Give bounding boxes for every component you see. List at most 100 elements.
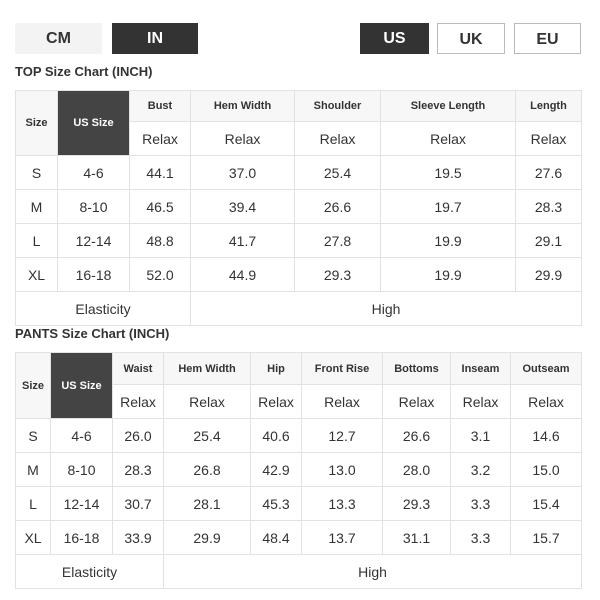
table-cell: 16-18	[57, 257, 130, 292]
table-row: S 4-6 26.0 25.4 40.6 12.7 26.6 3.1 14.6	[15, 418, 582, 453]
fit-cell: Relax	[515, 121, 582, 156]
table-cell: 15.4	[510, 486, 582, 521]
table-cell: 45.3	[250, 486, 302, 521]
fit-cell: Relax	[190, 121, 295, 156]
elasticity-value: High	[163, 554, 582, 589]
column-header: Bust	[129, 90, 191, 122]
table-row: M 8-10 46.5 39.4 26.6 19.7 28.3	[15, 189, 582, 224]
table-cell: 40.6	[250, 418, 302, 453]
table-cell: L	[15, 486, 51, 521]
table-cell: 29.3	[294, 257, 381, 292]
table-cell: 26.6	[382, 418, 451, 453]
elasticity-label: Elasticity	[15, 291, 191, 326]
fit-cell: Relax	[129, 121, 191, 156]
unit-in-button[interactable]: IN	[112, 23, 198, 54]
table-cell: 26.0	[112, 418, 164, 453]
fit-cell: Relax	[294, 121, 381, 156]
column-header: Outseam	[510, 352, 582, 385]
table-cell: 26.8	[163, 452, 251, 487]
top-size-table: Size US Size Bust Hem Width Shoulder Sleeve L…	[15, 90, 582, 326]
fit-row: Relax Relax Relax Relax Relax	[16, 121, 582, 156]
top-chart-title: TOP Size Chart (INCH)	[15, 64, 153, 79]
table-cell: 25.4	[163, 418, 251, 453]
table-cell: L	[15, 223, 58, 258]
region-eu-button[interactable]: EU	[514, 23, 581, 54]
table-cell: 29.3	[382, 486, 451, 521]
table-row: L 12-14 48.8 41.7 27.8 19.9 29.1	[15, 223, 582, 258]
column-header: Inseam	[450, 352, 511, 385]
table-cell: 46.5	[129, 189, 191, 224]
table-cell: 3.1	[450, 418, 511, 453]
table-cell: 15.0	[510, 452, 582, 487]
table-row: L 12-14 30.7 28.1 45.3 13.3 29.3 3.3 15.4	[15, 486, 582, 521]
table-cell: M	[15, 189, 58, 224]
table-row: M 8-10 28.3 26.8 42.9 13.0 28.0 3.2 15.0	[15, 452, 582, 487]
table-cell: 19.5	[380, 155, 516, 190]
table-cell: 28.3	[112, 452, 164, 487]
table-cell: 3.2	[450, 452, 511, 487]
table-cell: 25.4	[294, 155, 381, 190]
table-cell: 29.9	[515, 257, 582, 292]
table-cell: 30.7	[112, 486, 164, 521]
us-size-header: US Size	[57, 90, 130, 156]
table-cell: 27.6	[515, 155, 582, 190]
table-cell: 13.0	[301, 452, 383, 487]
elasticity-label: Elasticity	[15, 554, 164, 589]
table-cell: 39.4	[190, 189, 295, 224]
table-row: XL 16-18 52.0 44.9 29.3 19.9 29.9	[15, 257, 582, 292]
table-cell: 3.3	[450, 486, 511, 521]
table-cell: 19.9	[380, 257, 516, 292]
table-row: S 4-6 44.1 37.0 25.4 19.5 27.6	[15, 155, 582, 190]
pants-size-table: Size US Size Waist Hem Width Hip Front Rise Bo…	[15, 352, 582, 589]
fit-cell: Relax	[250, 384, 302, 419]
column-header: Waist	[112, 352, 164, 385]
table-cell: M	[15, 452, 51, 487]
table-cell: XL	[15, 257, 58, 292]
table-cell: 42.9	[250, 452, 302, 487]
region-uk-button[interactable]: UK	[437, 23, 505, 54]
table-cell: S	[15, 418, 51, 453]
fit-cell: Relax	[112, 384, 164, 419]
table-cell: S	[15, 155, 58, 190]
table-cell: 19.7	[380, 189, 516, 224]
fit-cell: Relax	[301, 384, 383, 419]
region-us-button[interactable]: US	[360, 23, 429, 54]
table-cell: 44.1	[129, 155, 191, 190]
table-cell: 29.9	[163, 520, 251, 555]
table-cell: 28.3	[515, 189, 582, 224]
elasticity-row: Elasticity High	[15, 554, 582, 589]
size-header: Size	[15, 352, 51, 419]
elasticity-row: Elasticity High	[15, 291, 582, 326]
elasticity-value: High	[190, 291, 582, 326]
table-cell: 8-10	[57, 189, 130, 224]
table-cell: 4-6	[50, 418, 113, 453]
table-cell: 44.9	[190, 257, 295, 292]
table-cell: 31.1	[382, 520, 451, 555]
table-row: XL 16-18 33.9 29.9 48.4 13.7 31.1 3.3 15.7	[15, 520, 582, 555]
table-cell: 15.7	[510, 520, 582, 555]
column-header: Length	[515, 90, 582, 122]
fit-cell: Relax	[450, 384, 511, 419]
table-cell: 14.6	[510, 418, 582, 453]
size-header: Size	[15, 90, 58, 156]
column-header: Hem Width	[190, 90, 295, 122]
column-header: Hem Width	[163, 352, 251, 385]
table-cell: 8-10	[50, 452, 113, 487]
table-cell: 12-14	[57, 223, 130, 258]
table-cell: 48.4	[250, 520, 302, 555]
column-header: Sleeve Length	[380, 90, 516, 122]
fit-row: Relax Relax Relax Relax Relax Relax Relax	[16, 384, 582, 419]
table-cell: 13.3	[301, 486, 383, 521]
unit-cm-button[interactable]: CM	[15, 23, 102, 54]
column-header: Shoulder	[294, 90, 381, 122]
table-cell: 16-18	[50, 520, 113, 555]
fit-cell: Relax	[510, 384, 582, 419]
table-cell: 28.0	[382, 452, 451, 487]
us-size-header: US Size	[50, 352, 113, 419]
pants-chart-title: PANTS Size Chart (INCH)	[15, 326, 170, 341]
table-cell: 4-6	[57, 155, 130, 190]
table-cell: 13.7	[301, 520, 383, 555]
table-cell: 12.7	[301, 418, 383, 453]
table-cell: 33.9	[112, 520, 164, 555]
table-cell: 12-14	[50, 486, 113, 521]
